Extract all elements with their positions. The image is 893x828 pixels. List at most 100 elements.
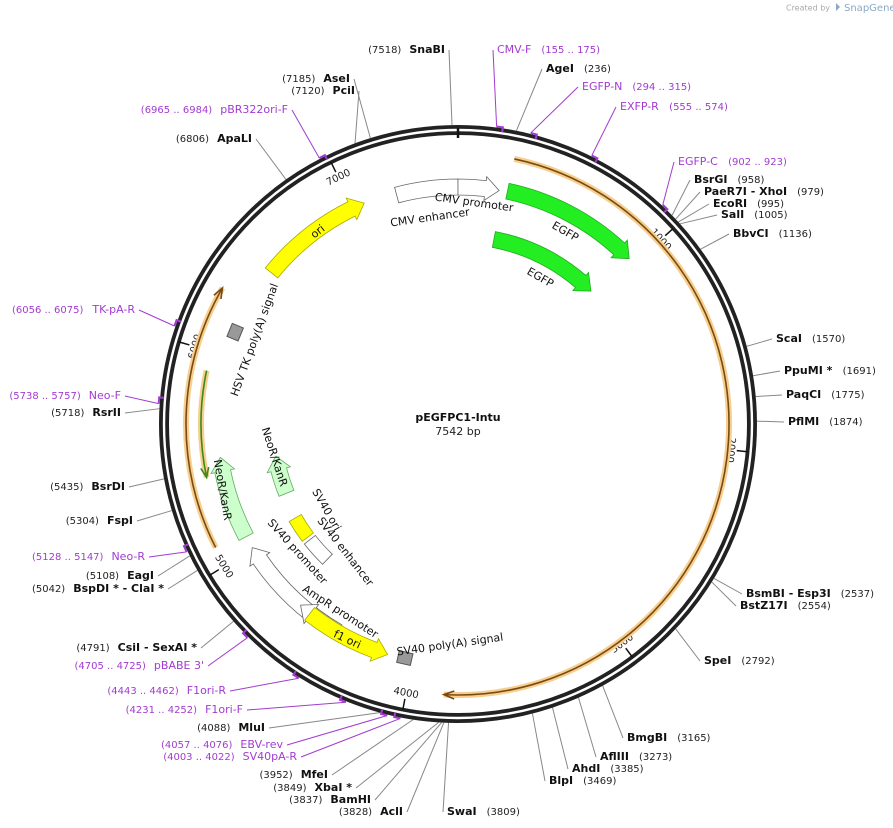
site-position: (3385) — [610, 764, 643, 775]
primer-name: pBABE 3' — [154, 659, 204, 672]
leader-line — [713, 577, 743, 595]
site-position: (4791) — [76, 643, 109, 654]
leader-line — [448, 49, 453, 126]
primer-mark — [379, 708, 388, 717]
primer-range: (4003 .. 4022) — [163, 752, 235, 763]
site-name: BspDI * - ClaI * — [73, 582, 164, 595]
site-name: FspI — [107, 514, 133, 527]
leader-line — [124, 408, 160, 414]
leader-line — [246, 701, 346, 711]
feature-arrow — [304, 607, 389, 662]
site-position: (6806) — [176, 134, 209, 145]
primer-name: F1ori-R — [187, 684, 227, 697]
leader-line — [167, 570, 198, 590]
site-position: (2537) — [841, 589, 874, 600]
leader-line — [531, 713, 546, 782]
orf-line-head — [441, 690, 455, 700]
leader-line — [148, 551, 187, 558]
site-name: BstZ17I — [740, 599, 788, 612]
orf-line — [200, 370, 208, 478]
site-position: (3809) — [487, 807, 520, 818]
orf-line — [185, 287, 224, 548]
site-name: EcoRI — [713, 197, 747, 210]
leader-line — [229, 677, 299, 692]
site-position: (4088) — [197, 723, 230, 734]
primer-name: EGFP-C — [678, 155, 718, 168]
feature-label: CMV enhancer — [389, 205, 470, 229]
site-name: PciI — [333, 84, 355, 97]
leader-line — [746, 338, 773, 347]
site-name: AgeI — [546, 62, 574, 75]
site-position: (7518) — [368, 45, 401, 56]
site-name: SalI — [721, 208, 744, 221]
site-name: SnaBI — [409, 43, 445, 56]
feature-arrow — [457, 175, 500, 202]
feature-arrow — [303, 534, 333, 565]
tick-mark — [625, 647, 633, 658]
site-position: (1570) — [812, 334, 845, 345]
site-name: XbaI * — [315, 781, 353, 794]
site-position: (2554) — [798, 601, 831, 612]
site-position: (3469) — [583, 776, 616, 787]
primer-mark — [241, 629, 249, 639]
orf-line-head — [213, 286, 224, 300]
orf-line — [443, 158, 730, 696]
leader-line — [200, 621, 234, 649]
site-position: (1136) — [779, 229, 812, 240]
feature-arrow — [266, 455, 295, 497]
leader-line — [255, 138, 287, 180]
primer-mark — [662, 204, 669, 214]
site-name: MluI — [238, 721, 265, 734]
site-name: BbvCI — [733, 227, 769, 240]
site-name: AclI — [380, 805, 403, 818]
tick-mark — [209, 568, 220, 576]
primer-name: Neo-R — [111, 550, 145, 563]
tick-mark — [402, 698, 406, 710]
primer-name: EGFP-N — [582, 80, 622, 93]
feature-arrow — [210, 456, 254, 541]
leader-line — [679, 214, 718, 225]
primer-range: (4057 .. 4076) — [161, 740, 233, 751]
site-position: (5718) — [51, 408, 84, 419]
site-position: (5435) — [50, 482, 83, 493]
primer-mark — [530, 131, 539, 140]
tick-mark — [736, 449, 748, 453]
leader-line — [675, 628, 701, 662]
primer-mark — [292, 670, 300, 680]
plasmid-length: 7542 bp — [435, 425, 480, 438]
primer-range: (5128 .. 5147) — [32, 552, 104, 563]
site-name: PaqCI — [786, 388, 821, 401]
leader-line — [530, 86, 579, 134]
leader-line — [591, 106, 617, 156]
site-name: MfeI — [301, 768, 328, 781]
site-name: ApaLI — [217, 132, 252, 145]
tick-mark — [178, 341, 190, 346]
site-name: PpuMI * — [784, 364, 833, 377]
leader-line — [354, 90, 360, 144]
plasmid-name: pEGFPC1-Intu — [415, 411, 500, 424]
site-name: BsrDI — [91, 480, 125, 493]
leader-line — [602, 685, 624, 739]
leader-line — [355, 721, 439, 789]
header-created: Created by — [786, 4, 830, 13]
leader-line — [578, 697, 597, 758]
site-position: (5108) — [86, 571, 119, 582]
leader-line — [300, 717, 401, 758]
leader-line — [331, 719, 414, 776]
feature-arrow — [491, 231, 592, 292]
primer-range: (4231 .. 4252) — [126, 705, 198, 716]
leader-line — [157, 555, 190, 577]
primer-range: (902 .. 923) — [728, 157, 787, 168]
primer-mark — [338, 694, 347, 704]
primer-range: (6965 .. 6984) — [141, 105, 213, 116]
leader-line — [442, 722, 450, 813]
site-name: PaeR7I - XhoI — [704, 185, 787, 198]
feature-label: SV40 poly(A) signal — [396, 631, 504, 659]
tick-label: 4000 — [392, 686, 419, 702]
site-position: (3849) — [273, 783, 306, 794]
primer-range: (555 .. 574) — [669, 102, 728, 113]
leader-line — [675, 191, 701, 220]
tick-mark — [664, 227, 674, 237]
site-position: (3828) — [339, 807, 372, 818]
primer-name: Neo-F — [89, 389, 121, 402]
